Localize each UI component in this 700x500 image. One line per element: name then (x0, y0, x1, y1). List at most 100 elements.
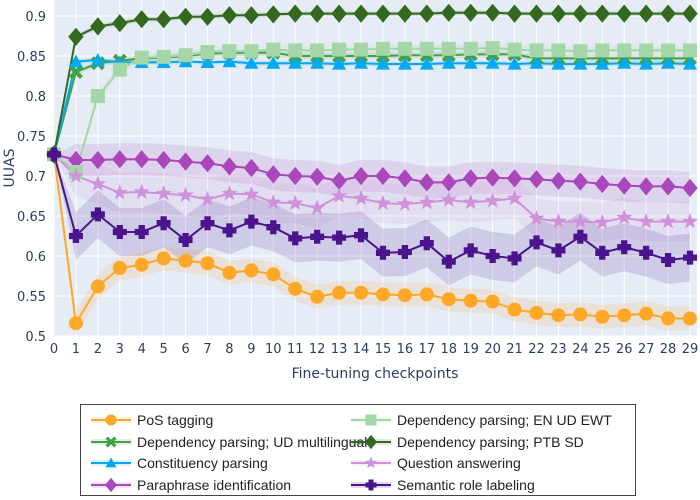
dependency-parsing-ptb-sd-point (309, 4, 325, 23)
legend-item-dependency-parsing-ptb-sd[interactable]: Dependency parsing; PTB SD (351, 431, 584, 453)
paraphrase-identification-point (90, 150, 106, 170)
paraphrase-identification-point (221, 157, 238, 176)
dependency-parsing-ptb-sd-point (616, 4, 632, 23)
paraphrase-identification-point (199, 154, 216, 173)
legend-item-question-answering[interactable]: Question answering (351, 452, 521, 474)
question-answering-point (396, 195, 413, 211)
semantic-role-labeling-point (595, 245, 610, 260)
legend-label: Dependency parsing; EN UD EWT (397, 412, 612, 428)
dependency-parsing-ptb-sd-point (441, 3, 457, 22)
question-answering-point (133, 183, 150, 199)
paraphrase-identification-point (331, 171, 347, 190)
pos-tagging-point (507, 302, 522, 317)
x-tick-label: 11 (287, 342, 304, 357)
x-tick-label: 6 (181, 342, 189, 357)
semantic-role-labeling-point (441, 254, 456, 269)
dependency-parsing-ptb-sd-point (90, 17, 106, 36)
paraphrase-identification-point (419, 173, 435, 192)
y-tick-label: 0.6 (25, 250, 46, 265)
x-tick-label: 17 (419, 342, 436, 357)
legend-item-pos-tagging[interactable]: PoS tagging (91, 409, 213, 431)
dependency-parsing-ptb-sd-point (221, 6, 238, 25)
dependency-parsing-ptb-sd-point (660, 4, 676, 23)
dependency-parsing-ptb-sd-point (528, 4, 545, 23)
question-answering-point (287, 194, 304, 210)
pos-tagging-point (661, 311, 676, 326)
constituency-parsing-point (200, 55, 215, 68)
constituency-parsing-point (573, 57, 588, 70)
semantic-role-labeling-band (54, 154, 690, 286)
question-answering-point (111, 184, 128, 200)
pos-tagging-point (200, 256, 215, 271)
dependency-parsing-ptb-sd-point (155, 10, 172, 29)
semantic-role-labeling-point (463, 243, 478, 258)
semantic-role-labeling-point (419, 236, 434, 251)
pos-tagging-point (68, 316, 83, 331)
dependency-parsing-en-ud-ewt-point (573, 44, 588, 59)
dependency-parsing-ptb-sd-point (177, 7, 194, 26)
question-answering-point (155, 185, 172, 201)
dependency-parsing-en-ud-ewt-point (485, 41, 500, 55)
legend: PoS tagging Dependency parsing; EN UD EWT… (80, 404, 636, 496)
pos-tagging-point (617, 308, 632, 323)
pos-tagging-point (397, 288, 412, 303)
y-tick-label: 0.8 (25, 90, 46, 105)
dependency-parsing-en-ud-ewt-point (332, 42, 347, 57)
x-tick-label: 28 (660, 342, 677, 357)
paraphrase-identification-point (638, 177, 654, 196)
paraphrase-identification-point (68, 150, 84, 170)
x-tick-label: 4 (138, 342, 146, 357)
legend-item-dependency-parsing-en-ud-ewt[interactable]: Dependency parsing; EN UD EWT (351, 409, 612, 431)
x-tick-label: 29 (682, 342, 699, 357)
semantic-role-labeling-point (200, 216, 215, 231)
semantic-role-labeling-legend-icon (351, 479, 391, 490)
x-tick-label: 5 (160, 342, 168, 357)
paraphrase-identification-point (397, 169, 413, 188)
x-tick-label: 15 (375, 342, 392, 357)
dependency-parsing-ptb-sd-point (353, 4, 369, 23)
x-tick-label: 20 (484, 342, 501, 357)
legend-label: Dependency parsing; UD multilingual (137, 433, 368, 450)
paraphrase-identification-point (309, 167, 325, 186)
y-tick-label: 0.85 (17, 50, 46, 65)
question-answering-point (660, 213, 677, 229)
question-answering-legend-icon (351, 456, 391, 469)
dependency-parsing-en-ud-ewt-point (551, 43, 566, 58)
constituency-parsing-point (529, 56, 544, 69)
pos-tagging-point (310, 289, 325, 304)
x-tick-label: 23 (550, 342, 567, 357)
x-axis-title: Fine-tuning checkpoints (292, 366, 459, 382)
legend-item-dependency-parsing-ud-multilingual[interactable]: Dependency parsing; UD multilingual (91, 431, 367, 453)
semantic-role-labeling-point (68, 229, 83, 243)
semantic-role-labeling-point (551, 243, 566, 258)
paraphrase-identification-point (441, 173, 457, 192)
dependency-parsing-ptb-sd-point (134, 10, 150, 29)
paraphrase-identification-point (353, 166, 369, 186)
x-tick-label: 10 (265, 342, 282, 357)
dependency-parsing-ptb-sd-point (265, 5, 282, 24)
dependency-parsing-en-ud-ewt-point (156, 49, 171, 64)
legend-label: PoS tagging (137, 412, 214, 428)
constituency-parsing-point (68, 54, 83, 68)
constituency-parsing-point (507, 57, 522, 70)
pos-tagging-point (375, 287, 390, 302)
pos-tagging-point (244, 263, 259, 278)
constituency-parsing-point (485, 56, 500, 69)
legend-item-semantic-role-labeling[interactable]: Semantic role labeling (351, 474, 535, 496)
pos-tagging-point (463, 293, 478, 308)
pos-tagging-point (573, 307, 588, 322)
semantic-role-labeling-point (354, 228, 369, 243)
x-tick-label: 26 (616, 342, 633, 357)
x-tick-label: 7 (203, 342, 211, 357)
question-answering-point (506, 190, 523, 206)
legend-item-constituency-parsing[interactable]: Constituency parsing (91, 452, 268, 474)
dependency-parsing-ptb-sd-point (638, 4, 654, 23)
legend-item-paraphrase-identification[interactable]: Paraphrase identification (91, 474, 291, 496)
constituency-parsing-point (354, 56, 369, 69)
dependency-parsing-ptb-sd-point (594, 4, 610, 23)
question-answering-point (572, 213, 589, 229)
legend-label: Semantic role labeling (397, 476, 535, 493)
dependency-parsing-ptb-sd-point (506, 4, 523, 23)
semantic-role-labeling-point (375, 245, 390, 260)
